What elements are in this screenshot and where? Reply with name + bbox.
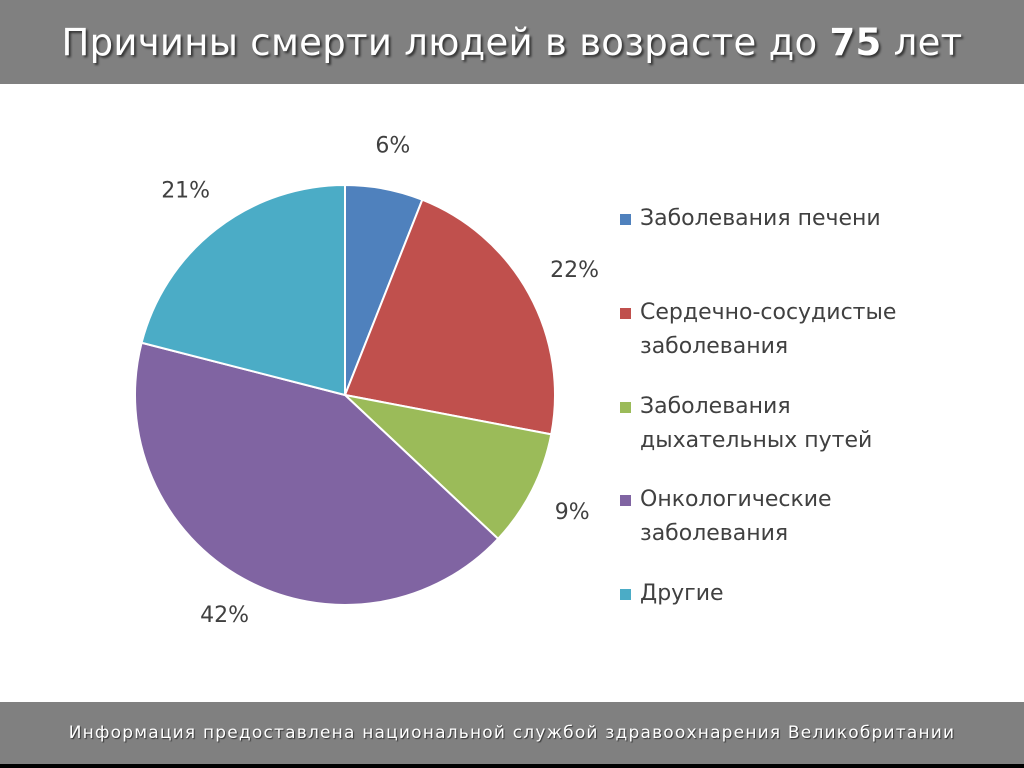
data-label: 9% — [555, 500, 590, 525]
title-bar: Причины смерти людей в возрасте до 75 ле… — [0, 0, 1024, 84]
legend-swatch — [620, 214, 631, 225]
bottom-border — [0, 764, 1024, 768]
pie-chart: 6% 22% 9% 42% 21% — [134, 134, 599, 628]
title-suffix: лет — [881, 20, 963, 64]
pie-slice — [343, 198, 556, 436]
legend-swatch — [620, 495, 631, 506]
legend-label: Заболевания дыхательных путей — [640, 394, 873, 453]
legend-item: Сердечно-сосудистые заболевания — [620, 296, 940, 364]
legend-swatch — [620, 308, 631, 319]
data-label: 22% — [550, 258, 599, 283]
legend-item: Заболевания дыхательных путей — [620, 390, 940, 458]
data-label: 21% — [161, 179, 210, 204]
legend-label: Другие — [640, 581, 724, 606]
title-prefix: Причины смерти людей в возрасте до — [61, 20, 830, 64]
title-bold: 75 — [829, 20, 882, 64]
legend-label: Заболевания печени — [640, 206, 881, 231]
legend-item: Другие — [620, 577, 940, 611]
footer-bar: Информация предоставлена национальной сл… — [0, 702, 1024, 764]
legend-item: Онкологические заболевания — [620, 483, 940, 551]
data-label: 42% — [200, 603, 249, 628]
legend-label: Сердечно-сосудистые заболевания — [640, 300, 897, 359]
legend-item: Заболевания печени — [620, 202, 940, 236]
pie-slice — [134, 341, 500, 606]
page-title: Причины смерти людей в возрасте до 75 ле… — [61, 21, 962, 64]
legend-swatch — [620, 589, 631, 600]
pie-slice — [341, 393, 553, 541]
legend-swatch — [620, 402, 631, 413]
source-note: Информация предоставлена национальной сл… — [68, 723, 956, 743]
data-label: 6% — [375, 134, 410, 159]
pie-slice — [140, 183, 346, 397]
legend-label: Онкологические заболевания — [640, 487, 832, 546]
